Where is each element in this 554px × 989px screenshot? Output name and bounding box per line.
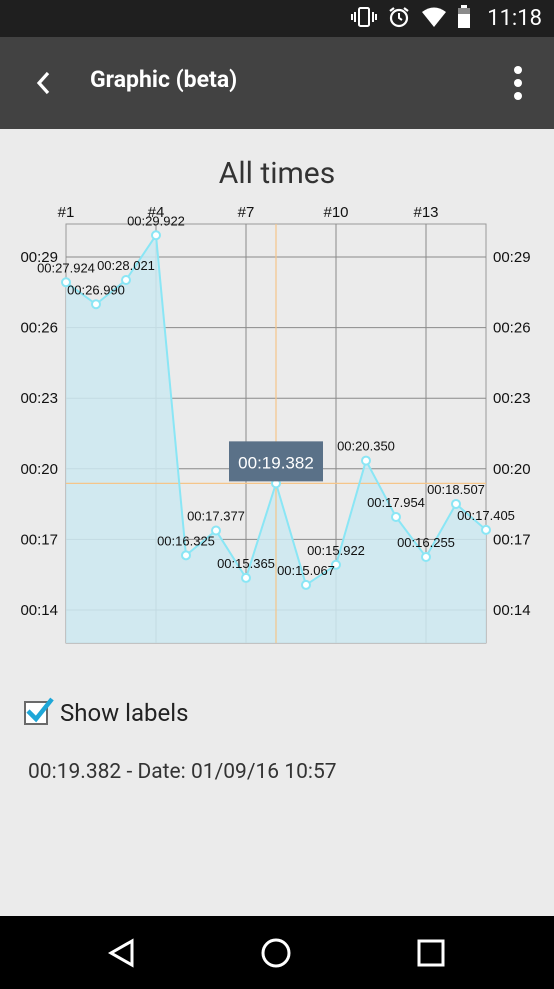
data-label: 00:20.350 [337, 439, 395, 454]
vibrate-icon [351, 5, 377, 33]
data-point [302, 581, 310, 589]
content: All times 00:27.924 00:26.990 00:28.021 00:… [0, 129, 554, 916]
data-label: 00:15.365 [217, 556, 275, 571]
overflow-menu-button[interactable] [506, 63, 530, 103]
y-tick-label-right: 00:14 [493, 602, 531, 619]
data-point [392, 513, 400, 521]
nav-back-icon [107, 938, 137, 968]
data-point [182, 551, 190, 559]
selected-detail-text: 00:19.382 - Date: 01/09/16 10:57 [28, 760, 337, 784]
data-point [482, 526, 490, 534]
show-labels-row[interactable]: Show labels [24, 699, 188, 727]
y-tick-label-left: 00:23 [20, 390, 58, 407]
x-tick-label: #13 [413, 204, 438, 221]
app-bar: Graphic (beta) [0, 37, 554, 129]
nav-home-button[interactable] [255, 932, 297, 974]
y-tick-label-right: 00:29 [493, 249, 531, 266]
data-label: 00:15.067 [277, 563, 335, 578]
selected-tooltip-label: 00:19.382 [238, 453, 314, 472]
wifi-icon [421, 6, 447, 32]
alarm-icon [387, 5, 411, 33]
data-point [242, 574, 250, 582]
data-label: 00:16.325 [157, 533, 215, 548]
data-point [362, 457, 370, 465]
y-tick-label-left: 00:26 [20, 320, 58, 337]
times-chart[interactable]: 00:27.92400:26.99000:28.02100:29.92200:1… [0, 194, 554, 654]
back-button[interactable] [22, 61, 66, 105]
y-tick-label-right: 00:23 [493, 390, 531, 407]
y-tick-label-right: 00:20 [493, 461, 531, 478]
data-label: 00:17.405 [457, 508, 515, 523]
back-arrow-icon [34, 70, 54, 96]
status-bar: 11:18 [0, 0, 554, 37]
show-labels-label: Show labels [60, 699, 188, 727]
battery-icon [457, 5, 471, 33]
data-point [422, 553, 430, 561]
status-icons: 11:18 [351, 0, 542, 37]
x-tick-label: #7 [238, 204, 255, 221]
nav-recents-icon [417, 939, 445, 967]
data-point [92, 300, 100, 308]
y-tick-label-left: 00:20 [20, 461, 58, 478]
more-vert-icon [513, 66, 523, 100]
data-label: 00:17.377 [187, 509, 245, 524]
x-tick-label: #1 [58, 204, 75, 221]
data-label: 00:26.990 [67, 282, 125, 297]
x-tick-label: #10 [323, 204, 348, 221]
y-tick-label-left: 00:14 [20, 602, 58, 619]
data-point [152, 231, 160, 239]
data-label: 00:17.954 [367, 495, 425, 510]
data-label: 00:15.922 [307, 543, 365, 558]
data-label: 00:16.255 [397, 535, 455, 550]
data-point [452, 500, 460, 508]
show-labels-checkbox[interactable] [24, 701, 48, 725]
data-label: 00:28.021 [97, 258, 155, 273]
nav-home-icon [260, 937, 292, 969]
status-time: 11:18 [487, 6, 542, 31]
nav-recents-button[interactable] [410, 932, 452, 974]
x-tick-label: #4 [148, 204, 165, 221]
y-tick-label-right: 00:17 [493, 531, 531, 548]
y-tick-label-right: 00:26 [493, 320, 531, 337]
y-tick-label-left: 00:29 [20, 249, 58, 266]
navigation-bar [0, 916, 554, 989]
chart-title: All times [0, 156, 554, 191]
y-tick-label-left: 00:17 [20, 531, 58, 548]
page-title: Graphic (beta) [90, 66, 237, 93]
check-icon [24, 695, 56, 725]
nav-back-button[interactable] [101, 932, 143, 974]
data-label: 00:18.507 [427, 482, 485, 497]
